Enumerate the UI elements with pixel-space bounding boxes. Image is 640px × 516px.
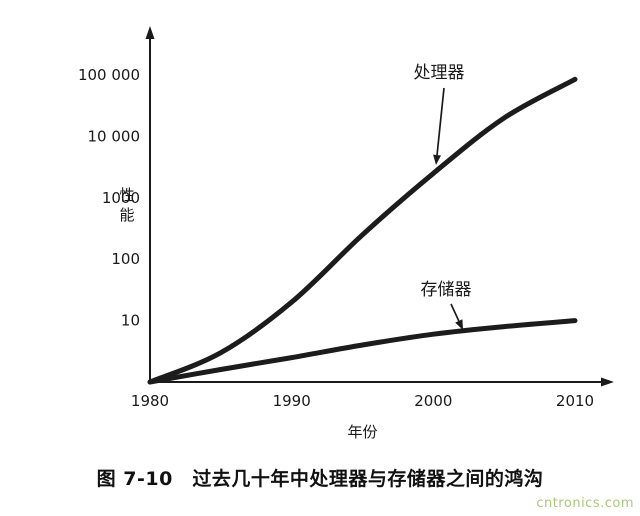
- watermark: cntronics.com: [536, 496, 634, 511]
- y-axis-title: 性能: [119, 186, 134, 224]
- series-memory-curve: [147, 318, 578, 385]
- annotation-arrow-processor-head: [433, 154, 441, 165]
- y-axis-arrowhead: [145, 26, 155, 39]
- annotation-label-processor: 处理器: [414, 63, 465, 83]
- annotation-arrow-memory-head: [455, 319, 463, 330]
- annotation-label-memory: 存储器: [421, 280, 472, 300]
- figure-caption: 图 7-10 过去几十年中处理器与存储器之间的鸿沟: [96, 468, 544, 490]
- y-tick-label: 100: [111, 250, 140, 268]
- x-tick-label: 1990: [273, 392, 311, 410]
- performance-gap-chart: 100 000 10 000 1000 100 10 1980 1990 2000 2010 性能…: [78, 26, 614, 441]
- x-tick-label: 1980: [131, 392, 169, 410]
- y-tick-label: 1000: [102, 189, 140, 207]
- y-tick-label: 10 000: [88, 127, 141, 145]
- x-tick-label: 2010: [556, 392, 594, 410]
- x-axis-arrowhead: [601, 377, 614, 387]
- annotation-arrow-processor-line: [436, 87, 445, 156]
- annotation-arrow-memory-line: [450, 303, 460, 322]
- x-tick-label: 2000: [414, 392, 452, 410]
- y-tick-label: 100 000: [78, 66, 140, 84]
- series-processor-curve: [147, 76, 578, 385]
- x-axis-title: 年份: [347, 423, 377, 441]
- y-tick-label: 10: [121, 312, 140, 330]
